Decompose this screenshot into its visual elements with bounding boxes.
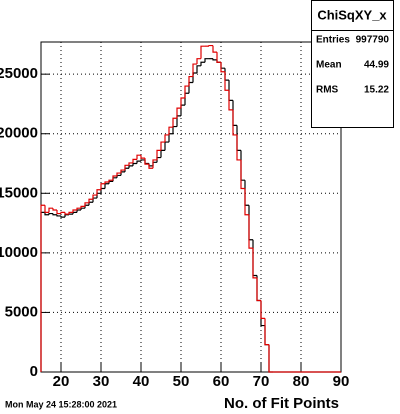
- histogram-bin: [116, 172, 121, 177]
- histogram-bin: [88, 198, 93, 203]
- timestamp: Mon May 24 15:28:00 2021: [5, 399, 117, 409]
- stats-label: Entries: [316, 35, 350, 46]
- stats-value: 15.22: [364, 85, 389, 96]
- histogram-bin: [92, 194, 97, 200]
- histogram-bin: [96, 189, 101, 196]
- x-tick-label: 20: [53, 373, 70, 390]
- histogram-bin: [100, 183, 105, 190]
- histogram-bin: [188, 75, 193, 87]
- histogram-bin: [196, 65, 201, 73]
- histogram-bin: [40, 204, 45, 372]
- stats-value: 997790: [356, 35, 390, 46]
- histogram-bin: [120, 169, 125, 174]
- x-tick-label: 90: [333, 373, 350, 390]
- histogram-bin: [248, 214, 253, 249]
- histogram-bin: [52, 208, 57, 211]
- histogram-bin: [68, 211, 73, 215]
- histogram-bin: [148, 164, 153, 169]
- histogram-bin: [256, 277, 261, 302]
- histogram-bin: [48, 212, 53, 215]
- histogram-bin: [44, 205, 49, 213]
- histogram-bin: [48, 207, 53, 213]
- histogram-bin: [112, 175, 117, 181]
- histogram-bin: [144, 158, 149, 165]
- histogram-bin: [228, 90, 233, 111]
- histogram-bin: [236, 134, 241, 161]
- histogram-bin: [264, 318, 269, 346]
- histogram-bin: [128, 162, 133, 166]
- histogram-bin: [204, 58, 209, 63]
- histogram-bin: [220, 62, 225, 73]
- histogram-bin: [60, 211, 65, 214]
- x-tick-label: 50: [173, 373, 190, 390]
- histogram-bin: [44, 212, 49, 216]
- stats-box: ChiSqXY_x Entries 997790 Mean 44.99 RMS 15.22: [311, 0, 394, 128]
- histogram-bin: [140, 159, 145, 162]
- histogram-bin: [172, 117, 177, 128]
- x-axis-title: No. of Fit Points: [224, 395, 339, 412]
- x-tick-label: 40: [133, 373, 150, 390]
- histogram-bin: [104, 181, 109, 184]
- histogram-bin: [136, 154, 141, 160]
- histogram-bin: [84, 202, 89, 207]
- histogram-bin: [184, 85, 189, 98]
- histogram-bin: [224, 71, 229, 91]
- histogram-bin: [192, 63, 197, 77]
- histogram-bin: [244, 188, 249, 216]
- histogram-bin: [68, 213, 73, 215]
- y-tick-label: 10000: [0, 244, 38, 261]
- stats-label: RMS: [316, 85, 339, 96]
- x-tick-label: 70: [253, 373, 270, 390]
- y-tick-label: 0: [30, 363, 38, 380]
- histogram-bin: [60, 215, 65, 218]
- histogram-bin: [156, 149, 161, 160]
- x-tick-label: 60: [213, 373, 230, 390]
- histogram-bin: [200, 45, 205, 59]
- histogram-bin: [200, 61, 205, 66]
- histogram-bin: [152, 159, 157, 169]
- histogram-bin: [132, 158, 137, 163]
- stats-label: Mean: [316, 60, 342, 71]
- histogram-bin: [212, 45, 217, 53]
- histogram-bin: [180, 97, 185, 109]
- histogram-bin: [232, 109, 237, 136]
- x-tick-label: 80: [293, 373, 310, 390]
- histogram-bin: [56, 209, 61, 215]
- histogram-bin: [80, 205, 85, 209]
- histogram-bin: [160, 141, 165, 151]
- histogram-bin: [260, 300, 265, 319]
- histogram-bin: [136, 160, 141, 164]
- y-tick-label: 15000: [0, 184, 38, 201]
- histogram-bin: [76, 207, 81, 210]
- histogram-bin: [196, 58, 201, 65]
- stats-frame: [311, 0, 394, 128]
- histogram-bin: [140, 155, 145, 159]
- x-tick-label: 30: [93, 373, 110, 390]
- y-tick-label: 20000: [0, 125, 38, 142]
- histogram-bin: [268, 344, 273, 373]
- histogram-bin: [52, 213, 57, 216]
- histogram-bin: [168, 126, 173, 135]
- histogram-bin: [240, 159, 245, 190]
- histogram-bin: [108, 179, 113, 182]
- histogram-bin: [252, 248, 257, 279]
- histogram-bin: [124, 164, 129, 171]
- plot-frame: [40, 41, 342, 373]
- histogram-bin: [56, 214, 61, 217]
- histogram-bin: [208, 44, 213, 47]
- histogram-bin: [216, 52, 221, 63]
- stats-title: ChiSqXY_x: [317, 7, 387, 22]
- y-tick-label: 25000: [0, 65, 38, 82]
- histogram-bin: [212, 58, 217, 61]
- histogram-bin: [64, 212, 69, 215]
- histogram-bin: [176, 107, 181, 119]
- y-tick-label: 5000: [5, 303, 38, 320]
- histogram-bin: [72, 209, 77, 213]
- histogram-bin: [164, 134, 169, 143]
- stats-value: 44.99: [364, 60, 389, 71]
